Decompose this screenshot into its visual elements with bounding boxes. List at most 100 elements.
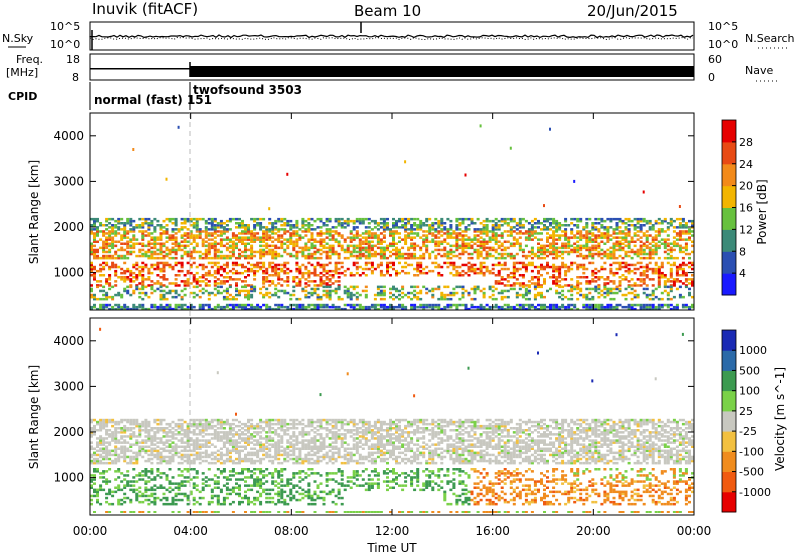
power-cell bbox=[437, 285, 441, 289]
power-cell bbox=[488, 230, 492, 233]
velocity-cell bbox=[207, 420, 211, 424]
power-cell bbox=[482, 242, 486, 245]
velocity-cell bbox=[93, 457, 96, 461]
power-cell bbox=[153, 256, 157, 260]
power-cell bbox=[591, 238, 595, 241]
power-cell bbox=[509, 226, 513, 229]
power-cell bbox=[609, 305, 613, 309]
power-cell bbox=[494, 305, 498, 309]
power-cell bbox=[564, 274, 568, 277]
velocity-cell bbox=[120, 472, 124, 475]
power-cell bbox=[452, 274, 456, 277]
power-cell bbox=[231, 246, 235, 250]
power-cell bbox=[180, 256, 184, 260]
power-cell bbox=[585, 305, 589, 309]
power-cell bbox=[195, 228, 199, 231]
power-cell bbox=[325, 224, 329, 227]
power-cell bbox=[228, 228, 232, 231]
power-cell bbox=[165, 230, 169, 233]
power-cell bbox=[99, 222, 103, 225]
power-cell bbox=[286, 305, 290, 309]
power-cell bbox=[688, 291, 691, 295]
power-cell bbox=[540, 222, 543, 225]
power-cell bbox=[410, 291, 414, 295]
velocity-cell bbox=[114, 441, 118, 444]
power-cell bbox=[195, 271, 199, 275]
velocity-cell bbox=[99, 484, 103, 487]
power-cell bbox=[488, 295, 492, 299]
power-cell bbox=[247, 293, 250, 297]
power-cell bbox=[301, 254, 305, 258]
power-cell bbox=[636, 222, 640, 225]
power-cell bbox=[150, 284, 154, 287]
power-cell bbox=[271, 252, 275, 256]
power-cell bbox=[213, 263, 217, 267]
velocity-cell bbox=[195, 437, 199, 440]
power-cell bbox=[313, 284, 317, 287]
power-cell bbox=[153, 236, 157, 239]
power-cell bbox=[183, 246, 187, 250]
power-cell bbox=[349, 244, 353, 248]
power-cell bbox=[669, 269, 673, 273]
power-cell bbox=[636, 252, 640, 256]
power-cell bbox=[361, 252, 365, 256]
power-cell bbox=[165, 261, 169, 265]
velocity-cell bbox=[207, 484, 211, 487]
velocity-cell bbox=[99, 422, 103, 426]
power-cell bbox=[295, 224, 299, 227]
power-cell bbox=[524, 219, 528, 223]
power-cell bbox=[325, 293, 329, 297]
power-cell bbox=[675, 265, 679, 269]
power-cell bbox=[213, 280, 217, 283]
power-cell bbox=[666, 238, 670, 241]
power-cell bbox=[591, 254, 595, 258]
power-cell bbox=[494, 250, 498, 254]
power-cell bbox=[549, 303, 552, 307]
power-cell bbox=[141, 234, 145, 237]
power-cell bbox=[319, 297, 323, 301]
power-cell bbox=[491, 230, 495, 233]
power-cell bbox=[597, 285, 601, 289]
power-cell bbox=[174, 284, 178, 287]
power-cell bbox=[422, 240, 426, 243]
power-cell bbox=[576, 246, 580, 250]
power-cell bbox=[588, 238, 592, 241]
power-cell bbox=[207, 256, 211, 260]
power-cell bbox=[129, 269, 133, 273]
velocity-cell bbox=[96, 468, 99, 471]
power-cell bbox=[543, 224, 546, 227]
velocity-cell bbox=[129, 480, 133, 483]
power-cell bbox=[416, 274, 420, 277]
power-cell bbox=[455, 238, 459, 241]
velocity-cell bbox=[201, 429, 205, 432]
power-cell bbox=[570, 284, 574, 287]
power-cell bbox=[289, 232, 293, 235]
power-cell bbox=[691, 250, 694, 254]
velocity-cell bbox=[186, 424, 190, 428]
power-cell bbox=[630, 291, 634, 295]
power-cell bbox=[603, 254, 607, 258]
power-cell bbox=[627, 307, 631, 311]
power-cell bbox=[558, 226, 562, 229]
power-cell bbox=[500, 307, 504, 311]
power-cell bbox=[666, 280, 670, 283]
velocity-cell bbox=[144, 418, 148, 422]
power-cell bbox=[319, 242, 323, 245]
power-cell bbox=[207, 274, 211, 277]
power-cell bbox=[316, 250, 320, 254]
power-cell bbox=[165, 254, 169, 258]
power-cell bbox=[304, 271, 308, 275]
power-cell bbox=[564, 242, 568, 245]
power-cell bbox=[102, 224, 106, 227]
power-cell bbox=[558, 285, 562, 289]
velocity-cell bbox=[186, 461, 190, 465]
power-cell bbox=[422, 303, 426, 307]
power-cell bbox=[174, 240, 178, 243]
power-cell bbox=[467, 293, 471, 297]
velocity-cell bbox=[159, 476, 163, 479]
power-cell bbox=[657, 222, 661, 225]
power-cell bbox=[509, 287, 513, 291]
power-cell bbox=[651, 240, 655, 243]
power-cell bbox=[543, 252, 546, 256]
power-cell bbox=[464, 217, 468, 221]
